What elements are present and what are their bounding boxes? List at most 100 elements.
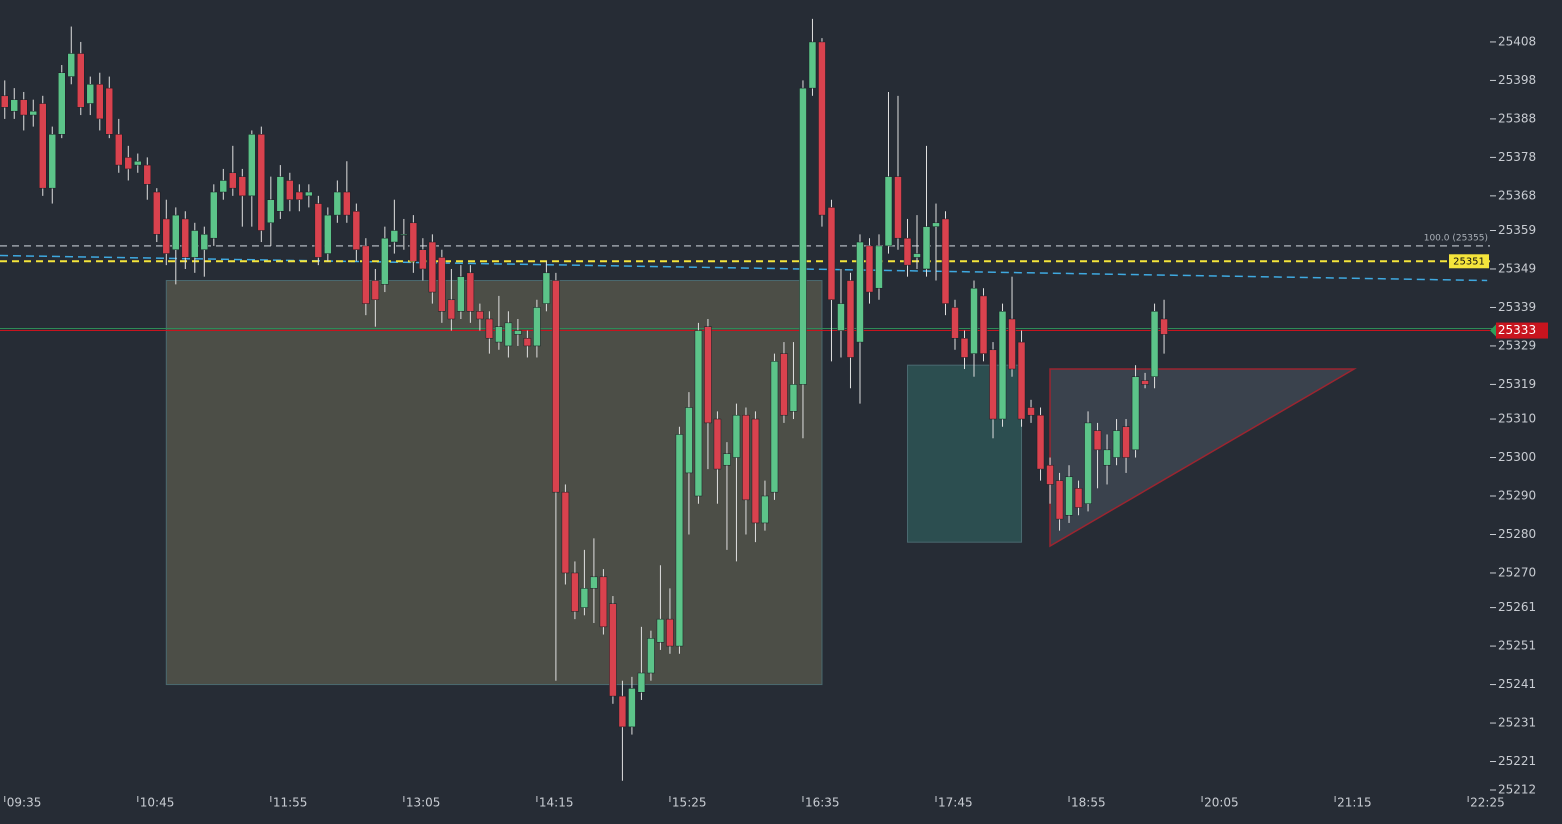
candle-body	[628, 688, 636, 728]
x-tick-label: 18:55	[1071, 796, 1106, 810]
candle-body	[884, 176, 893, 247]
x-tick-label: 22:25	[1470, 796, 1505, 810]
candle-body	[552, 280, 560, 493]
candle-body	[295, 191, 304, 200]
candle-body	[267, 199, 275, 224]
candle-body	[932, 222, 940, 227]
candle-body	[153, 191, 161, 235]
candle-body	[780, 353, 788, 416]
y-tick-label: 25300	[1498, 450, 1536, 464]
candle-body	[1103, 449, 1111, 466]
candle-body	[751, 418, 760, 524]
candle-body	[713, 418, 722, 470]
candle-body	[96, 84, 104, 120]
candle-body	[770, 361, 779, 493]
candle-body	[1160, 318, 1168, 335]
candle-body	[666, 618, 674, 647]
y-tick-label: 25329	[1498, 338, 1536, 352]
x-tick-label: 13:05	[406, 796, 441, 810]
candle-body	[333, 191, 342, 216]
y-tick-label: 25408	[1498, 34, 1536, 48]
y-tick-label: 25241	[1498, 677, 1536, 691]
y-tick-label: 25388	[1498, 111, 1536, 125]
candle-body	[723, 453, 731, 466]
candle-body	[637, 672, 646, 693]
candle-body	[875, 245, 883, 289]
trend-line	[0, 254, 1488, 282]
candle-body	[134, 160, 142, 166]
candle-body	[1008, 318, 1016, 370]
x-tick-label: 21:15	[1337, 796, 1372, 810]
candle-body	[951, 307, 959, 339]
triangle-pattern	[1049, 368, 1357, 548]
candle-body	[998, 311, 1007, 420]
candle-body	[115, 134, 123, 166]
candle-body	[580, 588, 589, 608]
candle-body	[894, 176, 902, 239]
candle-body	[1065, 476, 1073, 516]
x-tick-label: 17:45	[938, 796, 973, 810]
candle-body	[495, 326, 503, 343]
candle-body	[105, 87, 114, 135]
candle-body	[191, 230, 199, 258]
x-tick-label: 20:05	[1204, 796, 1239, 810]
candle-body	[58, 72, 66, 135]
candle-body	[248, 134, 256, 197]
candle-body	[77, 53, 85, 108]
candle-body	[989, 349, 997, 420]
candle-body	[1084, 422, 1092, 504]
candle-body	[1131, 376, 1140, 451]
y-tick-label: 25290	[1498, 489, 1536, 503]
candle-body	[371, 280, 380, 301]
candle-body	[29, 110, 38, 116]
candle-body	[1122, 426, 1130, 458]
candle-body	[533, 307, 541, 347]
x-tick-label: 10:45	[140, 796, 175, 810]
candle-body	[86, 84, 95, 104]
y-tick-label: 25378	[1498, 150, 1536, 164]
candle-body	[979, 295, 988, 354]
candle-body	[409, 222, 418, 262]
candle-body	[732, 414, 741, 458]
candle-body	[504, 322, 513, 347]
candle-body	[286, 180, 294, 200]
candle-body	[257, 134, 266, 231]
candle-body	[48, 134, 57, 189]
candles	[1, 18, 1168, 781]
candle-body	[124, 157, 133, 170]
candle-body	[571, 572, 579, 612]
candle-body	[485, 318, 494, 339]
candle-body	[647, 638, 655, 674]
candle-body	[343, 191, 351, 216]
candle-body	[67, 53, 76, 77]
candle-body	[523, 337, 532, 347]
y-tick-label: 25339	[1498, 300, 1536, 314]
candle-body	[799, 87, 807, 385]
candle-body	[324, 214, 332, 254]
price-badge-text: 25333	[1498, 323, 1536, 337]
candle-body	[789, 384, 798, 412]
candle-body	[1074, 488, 1083, 508]
candle-body	[846, 280, 855, 358]
candle-body	[276, 176, 285, 212]
candle-body	[761, 495, 769, 524]
candle-body	[20, 99, 28, 116]
candle-body	[618, 695, 627, 728]
candle-body	[381, 237, 389, 285]
candle-body	[827, 207, 836, 301]
x-tick-label: 11:55	[273, 796, 308, 810]
candle-body	[656, 618, 665, 643]
candle-body	[314, 203, 323, 258]
candle-body	[903, 237, 912, 266]
y-tick-label: 25212	[1498, 783, 1536, 797]
candle-body	[514, 330, 522, 335]
candle-body	[837, 303, 845, 331]
candle-body	[970, 287, 978, 354]
zone-box	[165, 280, 823, 686]
candle-body	[1093, 430, 1102, 451]
candle-body	[675, 434, 684, 647]
candle-body	[200, 234, 209, 250]
candle-body	[466, 272, 475, 312]
candle-body	[352, 211, 361, 250]
candle-body	[818, 41, 826, 216]
